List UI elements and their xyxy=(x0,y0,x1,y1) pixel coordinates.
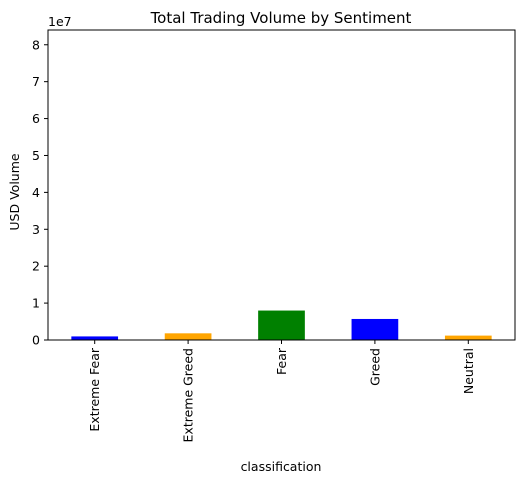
x-tick-label: Greed xyxy=(367,348,382,386)
plot-frame xyxy=(47,29,516,341)
x-axis-label: classification xyxy=(241,459,322,474)
bar-greed xyxy=(351,318,399,340)
y-tick-label: 6 xyxy=(32,111,40,126)
bars xyxy=(71,310,492,340)
chart-title: Total Trading Volume by Sentiment xyxy=(150,9,412,27)
bar-extreme-greed xyxy=(164,333,212,340)
y-tick-label: 4 xyxy=(32,185,40,200)
y-tick-label: 1 xyxy=(32,296,40,311)
y-tick-label: 8 xyxy=(32,37,40,52)
y-tick-label: 5 xyxy=(32,148,40,163)
x-tick-label: Fear xyxy=(274,347,289,375)
y-axis-ticks: 0 1 2 3 4 5 6 7 8 xyxy=(32,37,48,348)
x-tick-label: Extreme Greed xyxy=(181,348,196,442)
y-tick-label: 2 xyxy=(32,259,40,274)
y-tick-label: 7 xyxy=(32,74,40,89)
bar-fear xyxy=(258,310,305,340)
y-offset-label: 1e7 xyxy=(48,14,72,29)
y-tick-label: 3 xyxy=(32,222,40,237)
x-axis-ticks: Extreme Fear Extreme Greed Fear Greed Neutra… xyxy=(87,340,476,442)
x-tick-label: Extreme Fear xyxy=(87,347,102,431)
y-tick-label: 0 xyxy=(32,333,40,348)
x-tick-label: Neutral xyxy=(461,348,476,394)
y-axis-label: USD Volume xyxy=(7,153,22,230)
bar-extreme-fear xyxy=(71,336,119,340)
bar-neutral xyxy=(444,335,492,340)
